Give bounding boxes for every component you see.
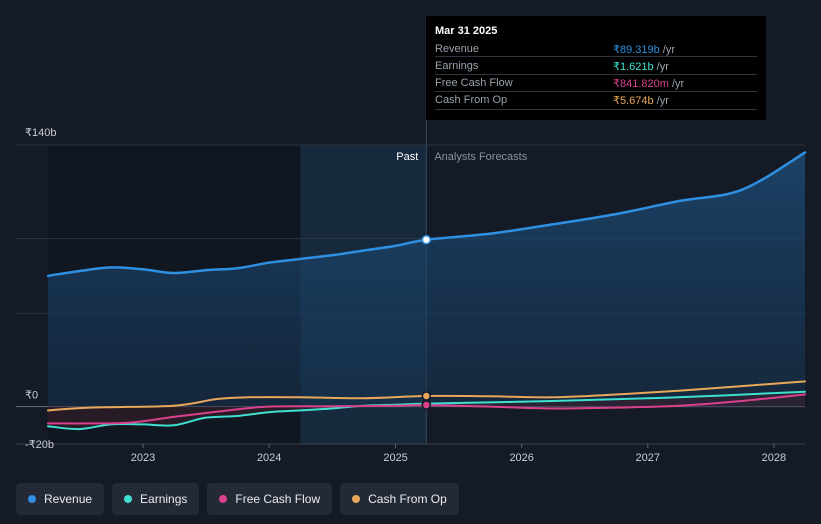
tooltip-date: Mar 31 2025 <box>435 25 498 37</box>
tooltip-divider <box>435 109 757 110</box>
tooltip-label: Cash From Op <box>435 94 508 106</box>
legend: Revenue Earnings Free Cash Flow Cash Fro… <box>16 483 459 515</box>
tooltip-label: Free Cash Flow <box>435 77 513 89</box>
cash-from-op-dot-icon <box>352 495 361 503</box>
tooltip-row-revenue: Revenue ₹89.319b/yr <box>426 41 766 58</box>
earnings-dot-icon <box>124 495 133 503</box>
revenue-marker <box>421 234 432 245</box>
x-tick-label: 2027 <box>636 452 660 464</box>
legend-item-earnings[interactable]: Earnings <box>112 483 200 515</box>
free-cash-flow-line <box>47 393 806 425</box>
tooltip-row-cfo: Cash From Op ₹5.674b/yr <box>426 92 766 109</box>
cash-from-op-line <box>47 380 806 412</box>
revenue-area-fill <box>48 152 805 407</box>
tooltip: Mar 31 2025 Revenue ₹89.319b/yr Earnings… <box>426 16 766 120</box>
legend-label: Earnings <box>140 492 188 506</box>
tooltip-row-fcf: Free Cash Flow ₹841.820m/yr <box>426 75 766 92</box>
tooltip-value: ₹1.621b/yr <box>613 61 669 73</box>
free-cash-flow-marker <box>421 400 432 410</box>
legend-item-free-cash-flow[interactable]: Free Cash Flow <box>207 483 333 515</box>
y-tick-label: ₹0 <box>25 390 38 402</box>
tooltip-divider <box>435 56 757 57</box>
series-lines <box>46 151 807 431</box>
legend-item-cash-from-op[interactable]: Cash From Op <box>340 483 459 515</box>
revenue-line <box>46 151 807 278</box>
legend-label: Free Cash Flow <box>235 492 321 506</box>
tooltip-label: Revenue <box>435 43 480 55</box>
earnings-line <box>47 390 806 431</box>
tooltip-divider <box>435 74 757 75</box>
y-tick-label: -₹20b <box>25 439 54 451</box>
axis-labels: ₹140b ₹0 -₹20b 2023 2024 2025 2026 2027 2028 Past… <box>25 127 786 464</box>
legend-label: Revenue <box>44 492 93 506</box>
forecast-label: Analysts Forecasts <box>434 151 527 163</box>
x-tick-label: 2023 <box>131 452 155 464</box>
x-tick-label: 2025 <box>383 452 407 464</box>
negative-area-fill <box>48 391 805 430</box>
tooltip-value: ₹89.319b/yr <box>613 44 675 56</box>
tooltip-value: ₹841.820m/yr <box>613 78 685 90</box>
tooltip-label: Earnings <box>435 60 479 72</box>
tooltip-value: ₹5.674b/yr <box>613 95 669 107</box>
legend-item-revenue[interactable]: Revenue <box>16 483 105 515</box>
y-tick-label: ₹140b <box>25 127 56 139</box>
chart: ₹140b ₹0 -₹20b 2023 2024 2025 2026 2027 2028 Past… <box>16 16 807 464</box>
cash-from-op-marker <box>421 391 432 401</box>
past-label: Past <box>396 151 418 163</box>
tooltip-row-earnings: Earnings ₹1.621b/yr <box>426 58 766 75</box>
x-tick-label: 2028 <box>762 452 786 464</box>
legend-label: Cash From Op <box>368 492 447 506</box>
revenue-area <box>48 152 805 430</box>
x-tick-label: 2024 <box>257 452 281 464</box>
x-tick-label: 2026 <box>509 452 533 464</box>
markers <box>421 234 432 410</box>
free-cash-flow-dot-icon <box>219 495 228 503</box>
revenue-dot-icon <box>28 495 36 503</box>
tooltip-divider <box>435 91 757 92</box>
